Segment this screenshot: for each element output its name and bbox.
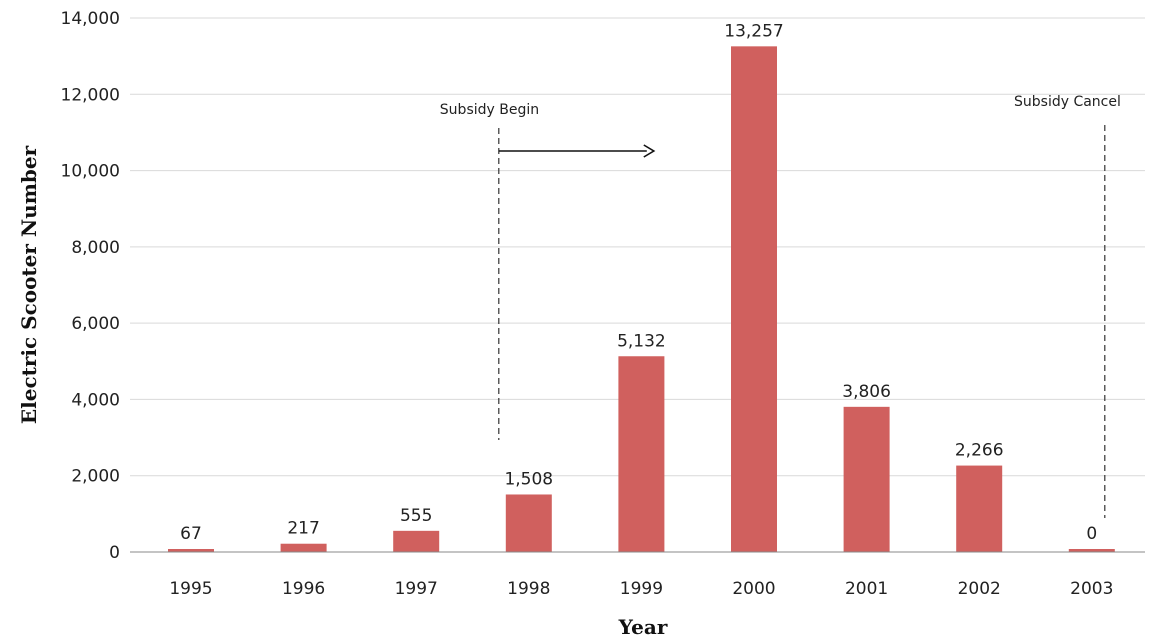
x-tick-label: 1996 (282, 579, 325, 599)
data-label: 1,508 (504, 469, 553, 489)
y-tick-label: 4,000 (71, 390, 120, 410)
bar (731, 46, 777, 552)
bars (168, 46, 1115, 552)
x-tick-label: 2001 (845, 579, 888, 599)
bar (618, 356, 665, 552)
y-tick-labels: 0 2,000 4,000 6,000 8,000 10,000 12,000 14,000 (61, 9, 120, 563)
y-tick-label: 12,000 (61, 85, 120, 105)
subsidy-cancel-label: Subsidy Cancel (1014, 94, 1121, 110)
bar (280, 543, 327, 552)
data-label: 0 (1086, 524, 1097, 544)
x-tick-label: 2000 (732, 579, 775, 599)
y-tick-label: 2,000 (71, 467, 120, 487)
data-label: 13,257 (724, 21, 783, 41)
y-tick-label: 6,000 (71, 314, 120, 334)
subsidy-begin-label: Subsidy Begin (440, 102, 539, 118)
x-axis-title: Year (618, 615, 668, 639)
data-label: 2,266 (955, 441, 1004, 461)
annotations: Subsidy Begin Subsidy Cancel (440, 94, 1121, 518)
y-tick-label: 10,000 (61, 162, 120, 182)
x-tick-label: 1997 (395, 579, 438, 599)
bar (956, 465, 1003, 552)
y-tick-label: 8,000 (71, 238, 120, 258)
x-tick-label: 1998 (507, 579, 550, 599)
y-tick-label: 14,000 (61, 9, 120, 29)
bar (1068, 549, 1115, 552)
y-axis-title: Electric Scooter Number (17, 145, 41, 424)
bar (843, 406, 890, 552)
bar (505, 494, 552, 552)
data-label: 217 (287, 519, 319, 539)
data-label: 3,806 (842, 382, 891, 402)
arrow-head-icon (643, 144, 656, 158)
x-tick-label: 1999 (620, 579, 663, 599)
bar (393, 530, 440, 552)
bar (168, 549, 214, 552)
x-tick-label: 1995 (169, 579, 212, 599)
data-labels: 67 217 555 1,508 5,132 13,257 3,806 2,266 0 (180, 21, 1097, 544)
x-tick-label: 2003 (1070, 579, 1113, 599)
y-tick-label: 0 (109, 543, 120, 563)
x-tick-label: 2002 (958, 579, 1001, 599)
x-tick-labels: 1995 1996 1997 1998 1999 2000 2001 2002 2003 (169, 579, 1113, 599)
data-label: 555 (400, 506, 432, 526)
data-label: 67 (180, 524, 202, 544)
gridlines (130, 17, 1145, 477)
data-label: 5,132 (617, 331, 666, 351)
